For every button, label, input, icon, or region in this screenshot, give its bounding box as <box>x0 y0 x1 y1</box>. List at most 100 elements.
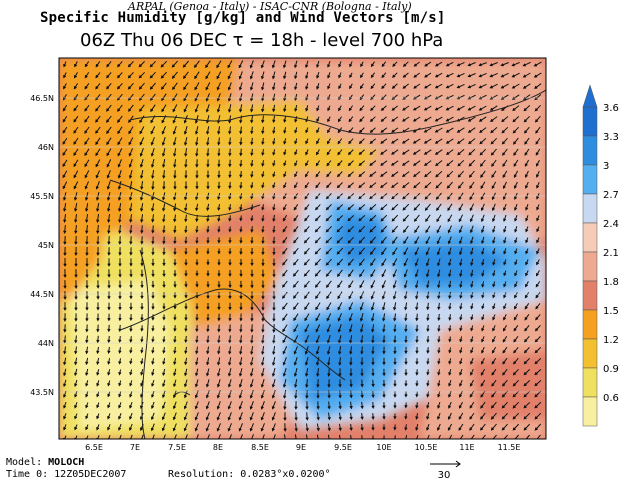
chart-title: Specific Humidity [g/kg] and Wind Vector… <box>40 10 446 26</box>
wind-arrow <box>107 269 111 278</box>
wind-arrow <box>536 237 540 244</box>
wind-arrow <box>74 413 78 420</box>
wind-arrow <box>74 61 78 68</box>
wind-arrow <box>85 346 89 355</box>
wind-arrow <box>412 105 421 111</box>
wind-arrow <box>326 324 331 333</box>
wind-arrow <box>205 93 210 102</box>
wind-arrow <box>369 149 377 155</box>
wind-arrow <box>162 214 166 223</box>
wind-arrow <box>128 169 133 179</box>
wind-arrow <box>392 291 397 300</box>
wind-arrow <box>205 71 211 80</box>
wind-arrow <box>536 226 540 233</box>
wind-arrow <box>437 302 441 311</box>
wind-arrow <box>437 291 441 300</box>
wind-arrow <box>316 116 320 123</box>
wind-arrow <box>514 237 518 244</box>
vector-scale: 30 <box>430 460 461 480</box>
wind-arrow <box>74 357 78 366</box>
wind-arrow <box>107 402 111 409</box>
wind-arrow <box>305 423 309 432</box>
wind-arrow <box>479 159 486 167</box>
wind-arrow <box>116 82 123 90</box>
wind-arrow <box>480 214 485 223</box>
wind-arrow <box>382 435 386 439</box>
wind-arrow <box>327 127 331 134</box>
wind-arrow <box>467 105 476 111</box>
wind-arrow <box>447 412 452 420</box>
wind-arrow <box>500 62 509 67</box>
wind-arrow <box>524 314 530 321</box>
wind-arrow <box>447 214 453 223</box>
wind-arrow <box>117 148 123 157</box>
wind-arrow <box>391 171 399 177</box>
wind-arrow <box>96 280 100 289</box>
wind-arrow <box>228 148 232 157</box>
wind-arrow <box>249 412 254 421</box>
wind-arrow <box>369 182 377 189</box>
wind-arrow <box>392 61 398 67</box>
wind-arrow <box>239 204 243 211</box>
wind-arrow <box>140 269 144 278</box>
wind-arrow <box>85 213 89 224</box>
wind-arrow <box>227 390 232 399</box>
wind-arrow <box>490 423 497 431</box>
wind-arrow <box>489 72 498 78</box>
wind-arrow <box>250 280 254 289</box>
wind-arrow <box>470 281 474 288</box>
wind-arrow <box>84 137 90 146</box>
wind-arrow <box>73 159 79 168</box>
wind-arrow <box>106 115 112 123</box>
wind-arrow <box>195 335 199 344</box>
wind-arrow <box>423 127 432 133</box>
wind-arrow <box>250 269 254 278</box>
wind-arrow <box>74 302 78 311</box>
wind-arrow <box>479 138 487 145</box>
wind-arrow <box>305 368 309 377</box>
wind-arrow <box>358 204 366 211</box>
wind-arrow <box>227 401 232 410</box>
wind-arrow <box>227 423 232 432</box>
wind-arrow <box>448 369 452 376</box>
wind-arrow <box>327 379 331 388</box>
wind-arrow <box>260 379 265 388</box>
wind-arrow <box>84 148 90 157</box>
wind-arrow <box>217 226 221 233</box>
wind-arrow <box>151 358 155 365</box>
wind-arrow <box>140 236 144 245</box>
wind-arrow <box>205 412 210 421</box>
wind-arrow <box>272 149 276 156</box>
wind-arrow <box>502 335 508 343</box>
wind-arrow <box>480 434 486 439</box>
wind-arrow <box>228 104 232 113</box>
wind-arrow <box>217 170 221 179</box>
wind-arrow <box>380 214 388 222</box>
wind-arrow <box>415 302 419 311</box>
wind-arrow <box>448 303 452 310</box>
wind-arrow <box>393 357 397 366</box>
wind-arrow <box>250 291 254 300</box>
wind-arrow <box>437 347 441 354</box>
wind-arrow <box>117 137 123 146</box>
wind-arrow <box>434 138 443 144</box>
wind-arrow <box>73 72 78 79</box>
wind-arrow <box>250 357 254 366</box>
wind-arrow <box>536 204 540 211</box>
wind-arrow <box>206 270 210 277</box>
wind-arrow <box>459 325 463 332</box>
wind-arrow <box>117 72 123 79</box>
wind-arrow <box>304 214 310 222</box>
wind-arrow <box>63 413 67 420</box>
wind-arrow <box>84 72 90 79</box>
wind-arrow <box>129 258 133 267</box>
wind-arrow <box>293 204 299 211</box>
wind-arrow <box>272 313 276 322</box>
wind-arrow <box>128 126 134 135</box>
wind-arrow <box>96 346 100 355</box>
wind-arrow <box>360 61 364 68</box>
wind-arrow <box>423 105 432 111</box>
wind-arrow <box>371 346 375 355</box>
wind-arrow <box>359 313 364 322</box>
wind-arrow <box>305 434 309 439</box>
